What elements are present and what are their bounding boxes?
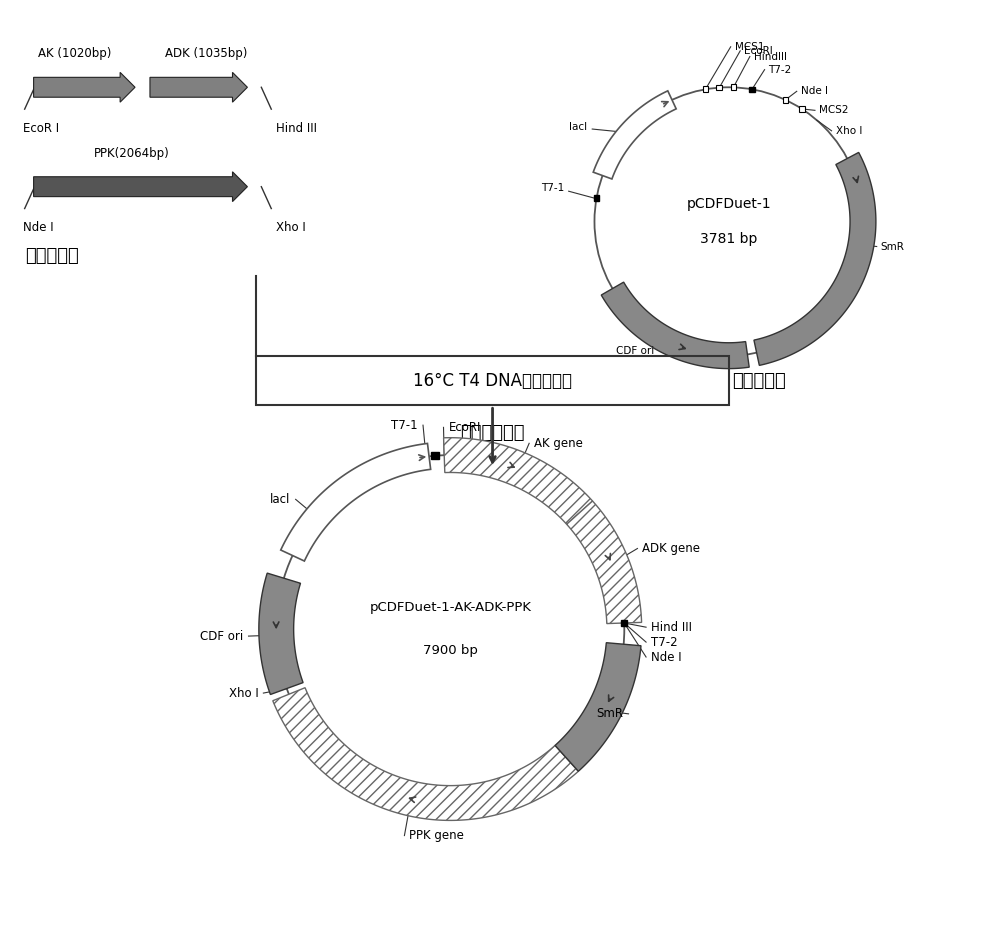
Text: T7-2: T7-2 bbox=[651, 635, 678, 649]
Text: Nde I: Nde I bbox=[651, 650, 682, 664]
Bar bbox=[799, 106, 805, 112]
Text: Hind III: Hind III bbox=[651, 620, 692, 634]
Text: pCDFDuet-1-AK-ADK-PPK: pCDFDuet-1-AK-ADK-PPK bbox=[369, 601, 531, 614]
Bar bbox=[783, 97, 788, 102]
Text: EcoRI: EcoRI bbox=[448, 421, 481, 434]
Bar bbox=[749, 86, 755, 92]
Text: T7-1: T7-1 bbox=[391, 418, 418, 431]
Text: Xho I: Xho I bbox=[836, 126, 862, 135]
Text: Xho I: Xho I bbox=[229, 686, 258, 699]
Bar bbox=[256, 355, 729, 405]
Text: 双酶切消化: 双酶切消化 bbox=[25, 247, 78, 265]
Text: ADK (1035bp): ADK (1035bp) bbox=[165, 47, 248, 60]
Bar bbox=[594, 196, 599, 201]
Text: 双酶切消化: 双酶切消化 bbox=[732, 371, 785, 389]
Polygon shape bbox=[444, 438, 593, 525]
Polygon shape bbox=[754, 152, 876, 366]
Text: EcoRI: EcoRI bbox=[744, 46, 773, 55]
Bar bbox=[431, 452, 439, 460]
Text: CDF ori: CDF ori bbox=[200, 630, 244, 643]
Text: MCS1: MCS1 bbox=[735, 41, 764, 52]
Polygon shape bbox=[281, 444, 431, 561]
Text: SmR: SmR bbox=[881, 242, 905, 252]
Bar bbox=[621, 620, 627, 626]
Text: HindIII: HindIII bbox=[754, 52, 787, 61]
Text: CDF ori: CDF ori bbox=[616, 346, 654, 356]
Bar bbox=[716, 85, 722, 90]
Text: 7900 bp: 7900 bp bbox=[423, 645, 478, 657]
Text: EcoR I: EcoR I bbox=[23, 122, 59, 135]
Polygon shape bbox=[555, 643, 641, 771]
FancyArrow shape bbox=[34, 172, 247, 201]
Text: lacl: lacl bbox=[270, 493, 291, 506]
Text: T7-2: T7-2 bbox=[769, 65, 792, 74]
Text: Nde I: Nde I bbox=[23, 222, 53, 234]
Text: T7-1: T7-1 bbox=[541, 183, 565, 194]
Text: pCDFDuet-1: pCDFDuet-1 bbox=[686, 196, 771, 211]
Text: AK (1020bp): AK (1020bp) bbox=[38, 47, 111, 60]
Text: PPK gene: PPK gene bbox=[409, 829, 464, 842]
Text: 16°C T4 DNA连接酶过夜: 16°C T4 DNA连接酶过夜 bbox=[413, 371, 572, 389]
Text: AK gene: AK gene bbox=[534, 437, 583, 450]
Text: lacl: lacl bbox=[569, 122, 587, 132]
Text: ADK gene: ADK gene bbox=[642, 542, 700, 555]
Polygon shape bbox=[593, 91, 676, 179]
FancyArrow shape bbox=[150, 72, 247, 102]
Text: 3781 bp: 3781 bp bbox=[700, 232, 757, 246]
Text: MCS2: MCS2 bbox=[819, 105, 848, 116]
Bar bbox=[731, 85, 736, 90]
Text: Xho I: Xho I bbox=[276, 222, 306, 234]
Bar bbox=[703, 86, 708, 92]
Text: 阳性克隆筛选: 阳性克隆筛选 bbox=[460, 424, 525, 442]
FancyArrow shape bbox=[34, 72, 135, 102]
Polygon shape bbox=[567, 501, 642, 623]
Polygon shape bbox=[273, 688, 578, 821]
Text: PPK(2064bp): PPK(2064bp) bbox=[94, 147, 170, 160]
Text: Nde I: Nde I bbox=[801, 86, 828, 96]
Polygon shape bbox=[601, 282, 749, 368]
Polygon shape bbox=[259, 573, 303, 695]
Text: SmR: SmR bbox=[597, 708, 624, 720]
Text: Hind III: Hind III bbox=[276, 122, 317, 135]
